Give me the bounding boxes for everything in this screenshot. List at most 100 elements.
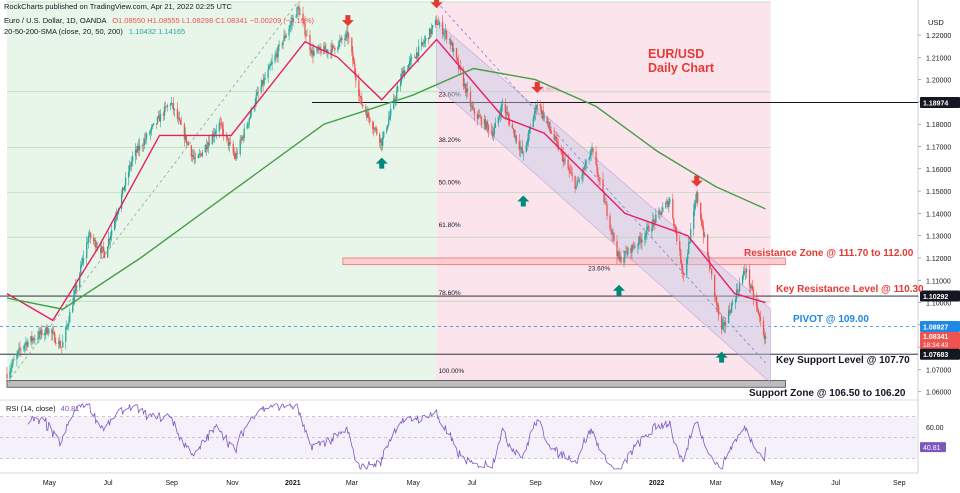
candle-body	[23, 345, 25, 350]
candle-body	[6, 373, 8, 379]
candle-body	[79, 273, 81, 288]
candle-body	[540, 106, 542, 114]
candle-body	[173, 108, 176, 110]
candle-body	[407, 68, 409, 71]
candle-body	[729, 312, 732, 314]
candle-body	[360, 96, 362, 99]
candle-body	[619, 256, 621, 260]
candle-body	[108, 238, 111, 240]
candle-body	[597, 172, 599, 178]
candle-body	[494, 123, 497, 129]
candle-body	[296, 7, 298, 17]
candle-body	[480, 117, 483, 125]
fib-label: 23.60%	[439, 91, 461, 98]
candle-body	[514, 135, 516, 138]
candle-body	[253, 106, 255, 109]
candle-body	[55, 342, 57, 344]
candle-body	[221, 124, 223, 129]
up-arrow-icon	[715, 351, 728, 363]
candle-body	[303, 21, 305, 24]
candle-body	[215, 131, 217, 133]
candle-body	[653, 219, 655, 221]
price-tick-label: 1.06000	[926, 390, 951, 397]
candle-body	[155, 123, 158, 124]
candle-body	[492, 134, 495, 137]
candle-body	[338, 41, 340, 48]
candle-body	[720, 315, 723, 330]
candle-body	[648, 225, 650, 232]
candle-body	[48, 329, 50, 334]
candle-body	[742, 271, 745, 277]
candle-body	[556, 139, 558, 143]
candle-body	[201, 152, 203, 157]
candle-body	[382, 137, 384, 146]
candle-body	[445, 31, 448, 40]
candle-body	[211, 134, 213, 145]
candle-body	[756, 306, 759, 311]
candle-body	[471, 105, 474, 110]
candle-body	[716, 297, 718, 305]
candle-body	[393, 98, 395, 109]
candle-body	[585, 160, 587, 166]
candle-body	[176, 108, 179, 119]
candle-body	[603, 191, 605, 203]
candle-body	[75, 285, 77, 291]
candle-body	[640, 239, 642, 243]
price-tick-label: 1.10000	[926, 301, 951, 308]
candle-body	[676, 233, 678, 241]
candle-body	[183, 124, 186, 140]
rsi-label: RSI (14, close) 40.81	[6, 404, 79, 413]
candle-body	[226, 136, 228, 139]
candle-body	[347, 31, 349, 38]
candle-body	[451, 42, 454, 52]
candle-body	[408, 64, 410, 69]
candle-body	[708, 255, 710, 260]
candle-body	[267, 69, 269, 79]
candle-body	[486, 121, 489, 126]
candle-body	[479, 116, 482, 118]
candle-body	[180, 124, 183, 125]
candle-body	[62, 341, 64, 348]
candle-body	[632, 244, 634, 248]
fib-label: 100.00%	[439, 368, 465, 375]
candle-body	[618, 251, 620, 260]
candle-body	[227, 138, 229, 146]
candle-body	[602, 179, 604, 192]
time-tick-label: Sep	[165, 480, 178, 487]
candle-body	[234, 155, 236, 159]
candle-body	[158, 115, 161, 122]
candle-body	[72, 305, 74, 313]
candle-body	[310, 49, 312, 54]
candle-body	[547, 122, 549, 124]
candle-body	[755, 298, 758, 307]
candle-body	[397, 86, 399, 92]
candle-body	[570, 171, 572, 174]
candle-body	[427, 37, 430, 40]
candle-body	[497, 116, 500, 124]
candle-body	[689, 242, 691, 243]
candle-body	[675, 226, 677, 234]
price-tick-label: 1.16000	[926, 167, 951, 174]
rsi-name: RSI (14, close)	[6, 404, 56, 413]
candle-body	[233, 152, 235, 156]
candle-body	[610, 228, 612, 230]
candle-body	[41, 329, 43, 336]
candle-body	[734, 299, 737, 303]
rsi-tick-label: 60.00	[926, 425, 944, 432]
candle-body	[199, 153, 201, 155]
candle-body	[325, 49, 327, 51]
candle-body	[257, 92, 259, 93]
candle-body	[390, 108, 392, 116]
candle-body	[743, 271, 746, 273]
candle-body	[90, 232, 92, 239]
candle-body	[247, 123, 249, 125]
candle-body	[508, 118, 510, 125]
candle-body	[376, 128, 378, 135]
candle-body	[420, 42, 423, 47]
sma-label: 20-50-200-SMA (close, 20, 50, 200)	[4, 27, 123, 36]
candle-body	[144, 138, 147, 140]
candle-body	[159, 113, 162, 122]
candle-body	[568, 168, 570, 171]
candle-body	[218, 122, 220, 132]
